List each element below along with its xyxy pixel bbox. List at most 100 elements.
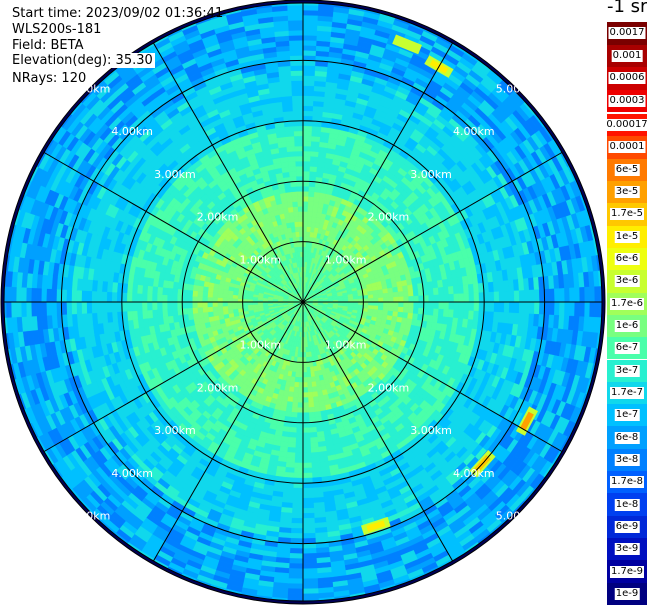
range-gate bbox=[397, 311, 404, 318]
range-gate bbox=[310, 376, 316, 383]
range-gate bbox=[498, 291, 505, 303]
range-gate bbox=[305, 361, 311, 368]
range-gate bbox=[488, 291, 495, 303]
range-gate bbox=[310, 145, 320, 153]
range-gate bbox=[302, 80, 315, 87]
range-gate bbox=[305, 346, 309, 353]
range-gate bbox=[286, 446, 296, 454]
range-gate bbox=[574, 287, 581, 303]
range-gate bbox=[290, 522, 304, 529]
range-gate bbox=[308, 191, 315, 198]
range-gate bbox=[508, 301, 515, 314]
range-gate bbox=[579, 301, 586, 318]
range-gate bbox=[533, 289, 540, 303]
range-gate bbox=[302, 573, 318, 580]
range-gate bbox=[309, 436, 318, 443]
range-gate bbox=[310, 150, 320, 158]
range-gate bbox=[305, 351, 310, 358]
range-gate bbox=[398, 296, 404, 303]
range-gate bbox=[478, 301, 485, 312]
range-gate bbox=[302, 397, 309, 403]
range-gate bbox=[433, 301, 440, 310]
range-gate bbox=[287, 593, 304, 600]
range-gate bbox=[438, 301, 445, 310]
range-gate bbox=[288, 436, 297, 443]
range-gate bbox=[408, 301, 414, 309]
range-gate bbox=[302, 362, 307, 368]
range-gate bbox=[302, 115, 313, 122]
range-gate bbox=[302, 372, 308, 378]
range-gate bbox=[302, 507, 315, 514]
range-gate bbox=[392, 291, 399, 298]
range-gate bbox=[287, 578, 304, 585]
range-gate bbox=[302, 65, 316, 72]
range-gate bbox=[294, 447, 304, 454]
range-gate bbox=[292, 497, 304, 504]
ppi-gates bbox=[0, 0, 606, 605]
range-gate bbox=[302, 180, 310, 187]
range-gate bbox=[302, 472, 313, 479]
range-gate bbox=[302, 206, 309, 212]
range-gate bbox=[473, 301, 480, 312]
range-gate bbox=[308, 186, 316, 193]
range-gate bbox=[302, 130, 313, 137]
range-gate bbox=[412, 307, 419, 315]
range-gate bbox=[302, 19, 319, 26]
range-gate bbox=[302, 140, 312, 147]
range-gate bbox=[302, 34, 318, 41]
range-gate bbox=[292, 391, 299, 398]
range-gate bbox=[302, 95, 315, 102]
range-gate bbox=[302, 568, 318, 575]
range-gate bbox=[311, 471, 322, 479]
range-gate bbox=[296, 417, 304, 424]
range-gate bbox=[372, 289, 379, 295]
range-gate bbox=[302, 165, 311, 172]
range-gate bbox=[523, 289, 530, 303]
range-gate bbox=[457, 284, 465, 295]
range-gate bbox=[363, 298, 369, 303]
range-gate bbox=[302, 216, 308, 222]
range-gate bbox=[302, 387, 308, 393]
range-gate bbox=[559, 301, 565, 316]
range-gate bbox=[518, 290, 525, 303]
range-gate bbox=[437, 287, 444, 296]
range-gate bbox=[528, 289, 535, 303]
range-gate bbox=[302, 155, 311, 162]
range-gate bbox=[305, 356, 310, 363]
range-gate bbox=[302, 9, 319, 16]
range-gate bbox=[554, 288, 560, 303]
range-gate bbox=[313, 401, 320, 408]
range-gate bbox=[293, 472, 304, 479]
range-gate bbox=[306, 376, 312, 383]
range-gate bbox=[368, 301, 374, 306]
range-gate bbox=[443, 301, 450, 310]
range-gate bbox=[483, 292, 490, 303]
range-gate bbox=[288, 573, 304, 580]
range-gate bbox=[443, 294, 450, 303]
range-gate bbox=[290, 527, 304, 534]
range-gate bbox=[302, 437, 311, 444]
range-gate bbox=[447, 309, 455, 319]
range-gate bbox=[498, 301, 505, 313]
range-gate bbox=[302, 427, 311, 434]
range-gate bbox=[310, 371, 316, 378]
range-gate bbox=[288, 568, 304, 575]
range-gate bbox=[302, 170, 311, 177]
range-gate bbox=[559, 288, 565, 303]
range-gate bbox=[311, 461, 321, 469]
range-gate bbox=[352, 295, 359, 300]
range-gate bbox=[478, 292, 485, 303]
range-gate bbox=[294, 371, 300, 378]
range-gate bbox=[448, 301, 455, 311]
range-gate bbox=[589, 301, 596, 318]
range-gate bbox=[309, 431, 318, 438]
range-gate bbox=[362, 294, 369, 300]
range-gate bbox=[402, 312, 409, 319]
range-gate bbox=[302, 462, 312, 469]
range-gate bbox=[302, 110, 314, 117]
range-gate bbox=[468, 301, 475, 312]
range-gate bbox=[513, 301, 520, 314]
range-gate bbox=[387, 292, 394, 298]
range-gate bbox=[442, 309, 450, 318]
range-gate bbox=[302, 105, 314, 112]
